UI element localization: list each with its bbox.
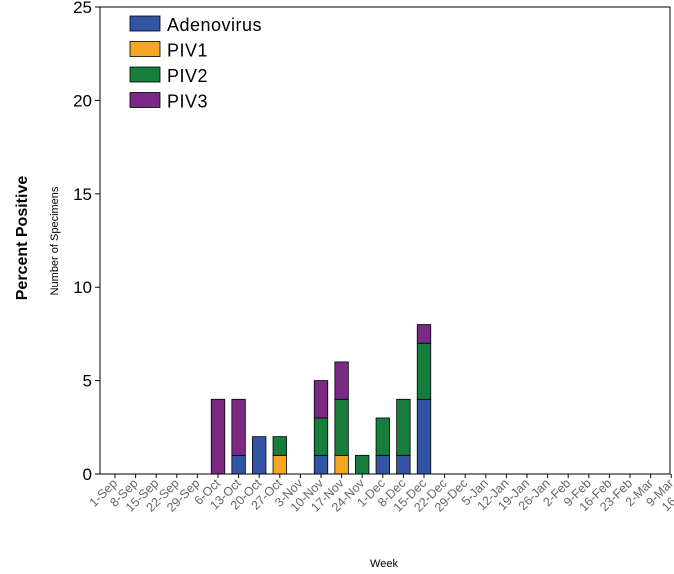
bar-segment-piv3-13-Oct	[231, 398, 246, 456]
legend-label-piv3: PIV3	[167, 92, 208, 112]
legend-swatch-piv3	[129, 92, 161, 108]
bar-segment-piv2-10-Nov	[313, 417, 329, 456]
x-axis-title: Week	[370, 558, 398, 569]
y-tick-label: 0	[83, 465, 92, 484]
bar-segment-piv1-27-Oct	[272, 454, 287, 475]
legend: Adenovirus PIV1 PIV2 PIV3	[129, 15, 262, 112]
bar-segment-piv3-6-Oct	[210, 398, 226, 475]
bar-segment-adenovirus-8-Dec	[396, 454, 411, 475]
y-tick-label: 25	[73, 0, 92, 17]
bar-segment-piv2-24-Nov	[355, 454, 370, 475]
legend-swatch-adenovirus	[129, 15, 161, 32]
bar-segment-piv3-17-Nov	[334, 361, 349, 400]
legend-label-adenovirus: Adenovirus	[167, 15, 262, 35]
bar-segment-piv2-8-Dec	[396, 398, 411, 456]
bar-segment-adenovirus-13-Oct	[231, 454, 246, 475]
y-tick-label: 15	[73, 185, 92, 204]
bars-layer	[210, 324, 432, 475]
bar-segment-piv2-1-Dec	[375, 417, 390, 456]
bar-segment-adenovirus-1-Dec	[375, 454, 390, 475]
legend-label-piv1: PIV1	[167, 41, 208, 61]
bar-segment-adenovirus-15-Dec	[416, 398, 432, 475]
legend-swatch-piv2	[129, 66, 161, 83]
bar-segment-piv3-15-Dec	[416, 324, 432, 344]
y-tick-label: 5	[83, 372, 92, 391]
bar-segment-piv1-17-Nov	[334, 454, 349, 475]
plot-area-frame	[99, 6, 671, 475]
y-tick-label: 10	[73, 278, 92, 297]
y-axis-secondary-title: Number of Specimens	[49, 186, 61, 295]
y-axis-title: Percent Positive	[14, 176, 31, 301]
legend-label-piv2: PIV2	[167, 66, 208, 86]
legend-swatch-piv1	[129, 41, 161, 57]
bar-segment-piv2-27-Oct	[272, 436, 287, 456]
y-tick-label: 20	[73, 91, 92, 110]
x-axis: 1-Sep8-Sep15-Sep22-Sep29-Sep6-Oct13-Oct2…	[87, 474, 674, 515]
bar-segment-piv3-10-Nov	[313, 380, 329, 419]
bar-segment-piv2-17-Nov	[334, 398, 349, 456]
y-axis: 0 5 10 15 20 25	[73, 0, 100, 484]
bar-segment-adenovirus-20-Oct	[252, 436, 267, 475]
bar-segment-adenovirus-10-Nov	[313, 454, 329, 475]
bar-segment-piv2-15-Dec	[416, 342, 432, 400]
